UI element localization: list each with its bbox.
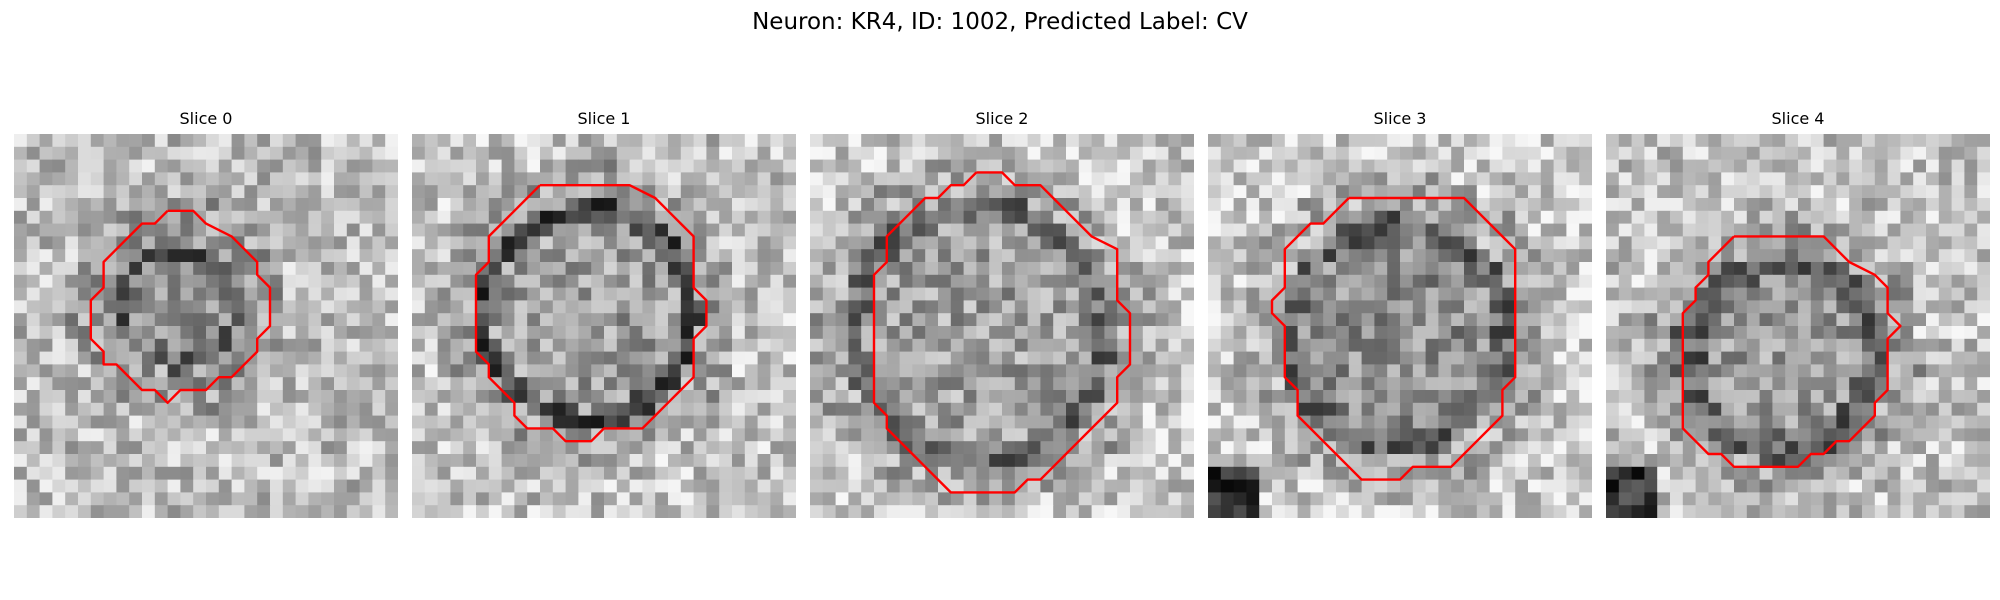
slice-image-0 bbox=[14, 134, 398, 518]
slice-title-2: Slice 2 bbox=[975, 109, 1029, 128]
slice-image-3 bbox=[1208, 134, 1592, 518]
slice-image-1 bbox=[412, 134, 796, 518]
slice-panel-0: Slice 0 bbox=[14, 108, 398, 518]
slice-image-4 bbox=[1606, 134, 1990, 518]
cell-contour-2 bbox=[872, 171, 1132, 494]
slice-title-3: Slice 3 bbox=[1373, 109, 1427, 128]
slice-panel-1: Slice 1 bbox=[412, 108, 796, 518]
figure-title: Neuron: KR4, ID: 1002, Predicted Label: … bbox=[752, 9, 1248, 35]
cell-contour-3 bbox=[1270, 196, 1517, 481]
slice-title-4: Slice 4 bbox=[1771, 109, 1825, 128]
slice-panel-4: Slice 4 bbox=[1606, 108, 1990, 518]
cell-contour-1 bbox=[474, 184, 708, 443]
slice-panel-3: Slice 3 bbox=[1208, 108, 1592, 518]
slice-title-1: Slice 1 bbox=[577, 109, 631, 128]
cell-contour-0 bbox=[89, 209, 272, 404]
slice-panel-2: Slice 2 bbox=[810, 108, 1194, 518]
cell-contour-4 bbox=[1681, 235, 1902, 468]
slice-image-2 bbox=[810, 134, 1194, 518]
slice-title-0: Slice 0 bbox=[179, 109, 233, 128]
